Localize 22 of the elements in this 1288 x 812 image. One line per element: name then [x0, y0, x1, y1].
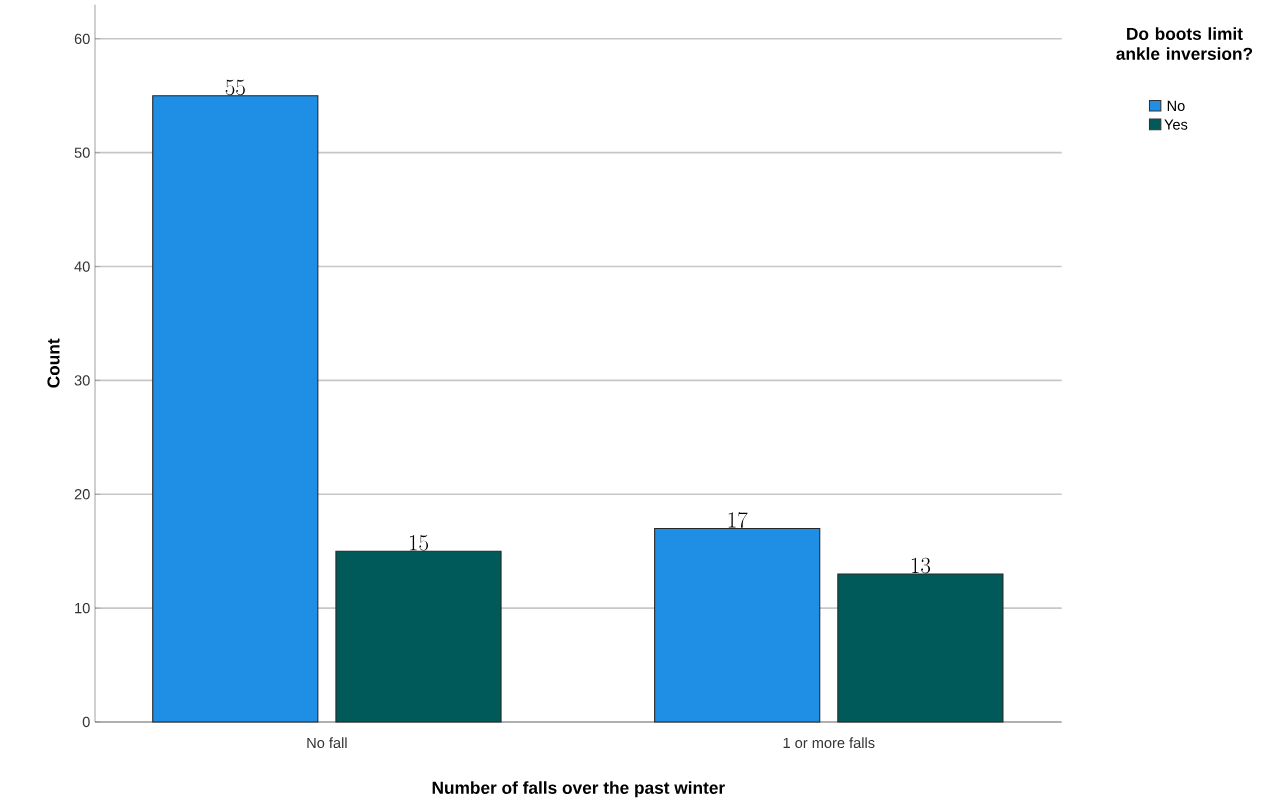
bar — [152, 95, 319, 723]
y-tick-label: 0 — [82, 716, 90, 728]
y-tick-label: 50 — [74, 147, 90, 158]
legend-title: Do boots limit ankle inversion? — [1116, 27, 1253, 60]
data-label: 15 — [409, 535, 429, 551]
y-tick-label: 40 — [74, 261, 90, 272]
data-label: 17 — [728, 511, 748, 528]
bar — [837, 573, 1004, 723]
bar — [654, 527, 821, 723]
y-tick-label: 60 — [74, 33, 90, 44]
y-tick-label: 10 — [75, 602, 90, 614]
bar — [335, 550, 502, 723]
y-axis-title: Count — [47, 338, 60, 388]
y-tick-label: 30 — [74, 375, 90, 386]
data-label: 13 — [911, 557, 931, 574]
data-label: 55 — [225, 79, 245, 96]
y-tick-label: 20 — [74, 489, 90, 500]
x-tick-label: 1 or more falls — [783, 737, 875, 749]
legend-label: No — [1167, 100, 1185, 112]
x-axis-title: Number of falls over the past winter — [432, 781, 725, 798]
legend-label: Yes — [1164, 119, 1188, 130]
x-tick-label: No fall — [307, 737, 347, 749]
